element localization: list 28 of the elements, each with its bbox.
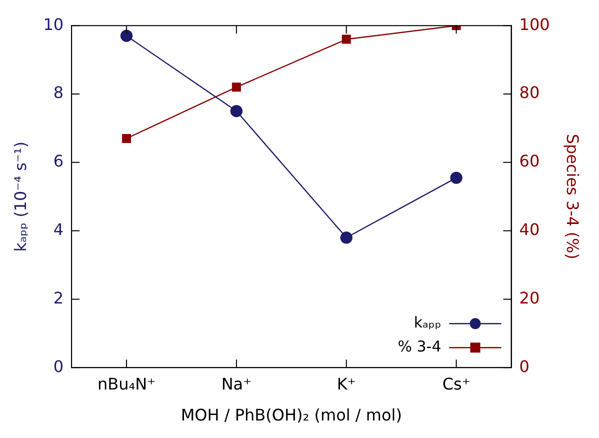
x-axis-title: MOH / PhB(OH)₂ (mol / mol): [180, 406, 402, 425]
point: [232, 82, 241, 92]
y-axis-title: kₐₚₚ (10⁻⁴ s⁻¹): [10, 141, 30, 252]
y-tick-label: 2: [53, 288, 64, 308]
y2-axis-title: Species 3-4 (%): [563, 134, 582, 260]
y2-tick-label: 40: [519, 220, 540, 239]
y-tick-label: 0: [53, 356, 64, 376]
point: [122, 134, 132, 143]
legend-label: % 3-4: [398, 337, 442, 356]
x-tick-label: nBu₄N⁺: [97, 374, 156, 394]
point: [230, 105, 243, 118]
y-tick-label: 4: [53, 220, 64, 239]
point: [340, 232, 352, 244]
y-tick-label: 6: [53, 152, 64, 171]
y2-tick-label: 80: [519, 83, 540, 102]
y2-tick-label: 0: [519, 356, 530, 376]
y2-tick-label: 20: [519, 288, 540, 308]
x-tick-label: K⁺: [336, 374, 356, 394]
x-tick-label: Na⁺: [221, 374, 252, 394]
y2-tick-label: 100: [519, 14, 550, 34]
x-tick-label: Cs⁺: [442, 374, 470, 394]
point: [342, 34, 351, 44]
y2-tick-label: 60: [519, 152, 540, 171]
point: [450, 172, 462, 184]
point: [120, 30, 133, 42]
y-tick-label: 10: [43, 14, 64, 34]
legend-label: kₐₚₚ: [414, 313, 442, 332]
y-tick-label: 8: [53, 83, 64, 102]
